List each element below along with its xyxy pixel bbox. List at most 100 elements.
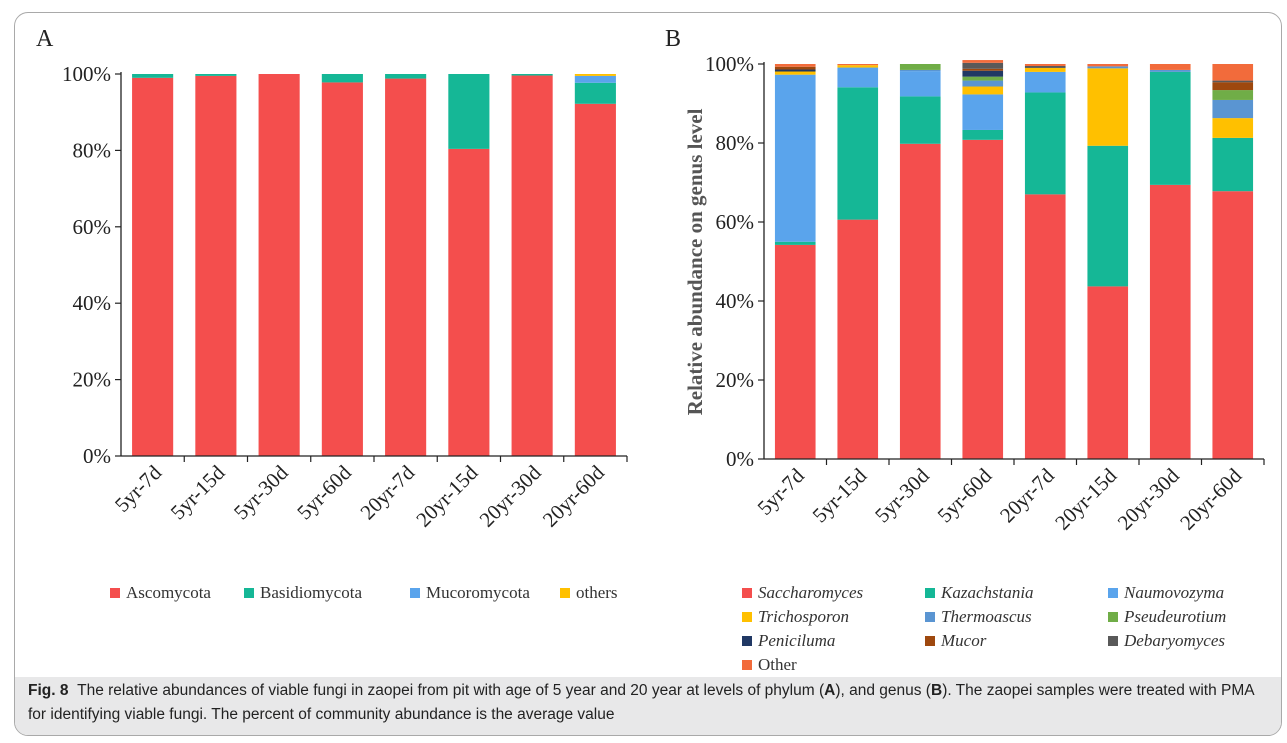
bar-segment [899,96,941,144]
bar-segment [385,74,427,79]
x-tick-label: 20yr-15d [411,460,482,531]
bar-segment [511,74,553,76]
legend-swatch [560,588,570,598]
bar-segment [1149,184,1191,459]
bar-segment [962,60,1004,63]
bar-segment [1087,64,1129,67]
legend-swatch [742,636,752,646]
bar-segment [321,74,363,83]
caption-text-2: ), and genus ( [835,682,931,699]
x-tick-label: 5yr-60d [933,463,997,527]
legend-swatch [742,660,752,670]
legend-swatch [1108,612,1118,622]
panel-b: B 0% 20% 40% 60% 80% 100% 5yr-7d5yr-15d5yr-30… [665,26,1265,674]
legend-label: Basidiomycota [260,583,362,602]
x-tick-label: 5yr-30d [870,463,934,527]
bar-segment [195,75,237,456]
y-tick-label: 40% [73,291,112,315]
bar-segment [1087,66,1129,69]
y-tick-label: 100% [705,52,754,76]
bar-segment [1087,68,1129,146]
x-tick-label: 20yr-30d [1113,463,1184,534]
legend-label: Kazachstania [940,583,1034,602]
bar-segment [837,219,879,459]
y-axis-label: Relative abundance on genus level [683,108,707,415]
bar-segment [1087,145,1129,287]
bar-segment [574,74,616,76]
bar-segment [195,74,237,76]
x-tick-label: 20yr-30d [475,460,546,531]
legend-label: Debaryomyces [1123,631,1225,650]
legend-swatch [925,588,935,598]
y-tick-label: 100% [62,62,111,86]
legend-label: Saccharomyces [758,583,863,602]
y-tick-label: 80% [716,131,755,155]
bar-segment [1087,286,1129,459]
x-tick-label: 5yr-7d [753,463,810,520]
bar-segment [962,129,1004,140]
bar-segment [962,139,1004,459]
legend-swatch [925,636,935,646]
bar-segment [774,74,816,242]
legend-label: Thermoascus [941,607,1032,626]
y-tick-label: 20% [716,368,755,392]
y-tick-label: 40% [716,289,755,313]
caption-text-1: The relative abundances of viable fungi … [77,682,825,699]
bar-segment [385,78,427,457]
bar-segment [899,64,941,70]
x-tick-label: 5yr-30d [229,460,293,524]
legend-label: Trichosporon [758,607,849,626]
legend-label: Mucor [940,631,987,650]
bar-segment [774,69,816,72]
x-tick-label: 5yr-15d [166,460,230,524]
bar-segment [899,69,941,72]
figure-frame [14,12,1282,736]
x-tick-label: 20yr-7d [355,460,419,524]
bar-segment [962,76,1004,81]
bar-segment [774,64,816,67]
panel-label-a: A [36,26,54,52]
panel-a: A 0% 20% 40% 60% 80% 100% 5yr-7d 5yr-15d 5yr-30… [36,26,628,602]
bar-segment [1024,64,1066,66]
bar-segment [1024,194,1066,459]
bar-segment [1024,92,1066,195]
bar-segment [962,68,1004,71]
legend-swatch [244,588,254,598]
bar-segment [1024,67,1066,72]
legend-label: Mucoromycota [426,583,530,602]
y-tick-label: 60% [73,215,112,239]
bar-segment [962,94,1004,130]
bar-segment [962,62,1004,69]
bar-segment [774,241,816,245]
bar-segment [774,71,816,75]
x-tick-label: 5yr-7d [110,460,167,517]
legend-label: Peniciluma [757,631,835,650]
bar-segment [1024,71,1066,93]
legend-label: Pseudeurotium [1123,607,1226,626]
bar-segment [1149,64,1191,70]
bar-segment [1212,80,1254,83]
bar-segment [1212,90,1254,100]
y-tick-label: 60% [716,210,755,234]
bar-segment [1149,69,1191,72]
bar-segment [132,77,174,456]
legend-swatch [742,588,752,598]
legend-swatch [1108,588,1118,598]
bar-segment [837,87,879,220]
bar-segment [1212,64,1254,81]
bar-segment [899,143,941,460]
figure-caption: Fig. 8 The relative abundances of viable… [28,679,1258,727]
bar-segment [962,80,1004,87]
legend-label: Ascomycota [126,583,211,602]
caption-ref-b: B [930,682,943,699]
bar-segment [837,65,879,68]
caption-text-3: ). The zaopei samples were treated with … [28,682,1254,723]
bar-segment [774,66,816,70]
legend-swatch [742,612,752,622]
y-tick-label: 0% [726,447,754,471]
panel-label-b: B [665,26,681,52]
bar-segment [258,74,300,456]
bar-segment [448,74,490,149]
legend-label: Other [758,655,797,674]
